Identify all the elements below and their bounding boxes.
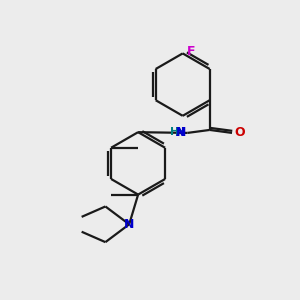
Text: H: H xyxy=(177,127,185,137)
Text: N: N xyxy=(176,126,186,139)
Text: N: N xyxy=(175,126,185,139)
Text: H: H xyxy=(170,127,179,137)
Text: F: F xyxy=(187,45,195,58)
Text: N: N xyxy=(124,218,134,231)
Text: O: O xyxy=(234,126,245,140)
